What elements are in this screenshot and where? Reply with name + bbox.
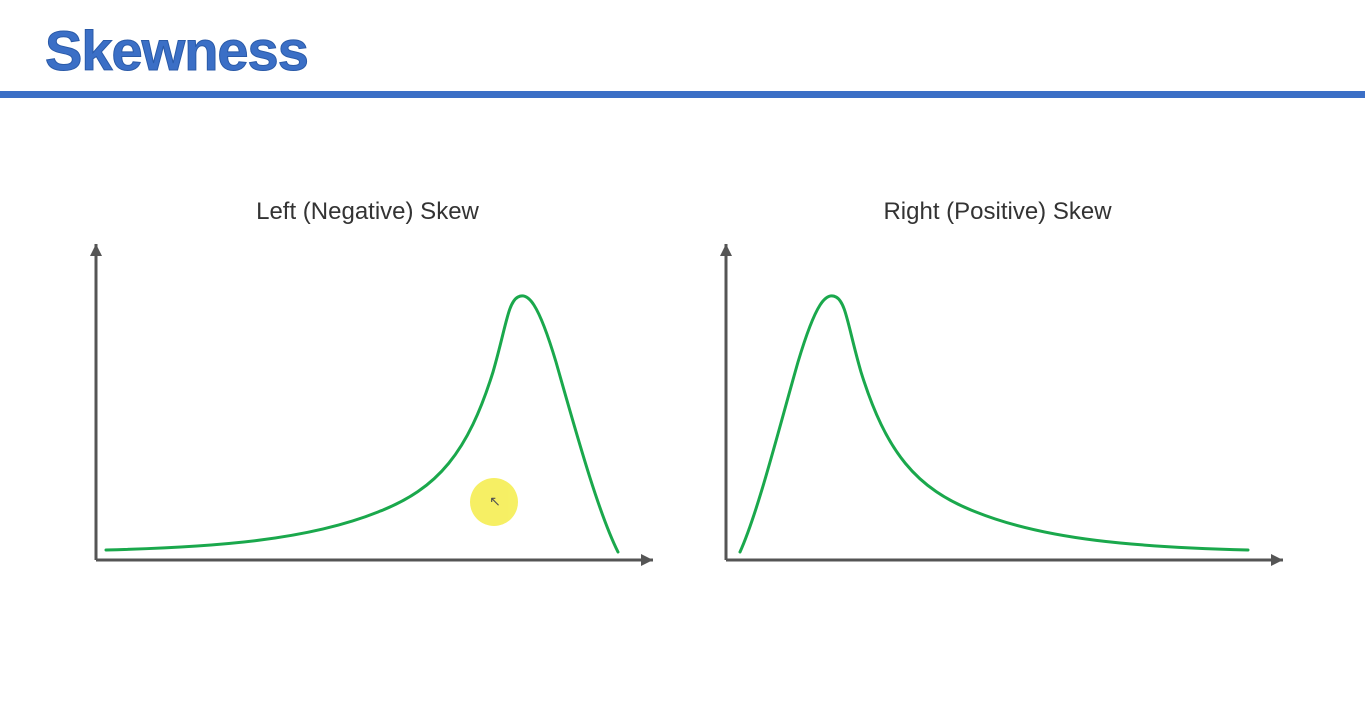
charts-container: Left (Negative) Skew Right (Positive) Sk… xyxy=(0,198,1365,582)
title-divider xyxy=(0,91,1365,98)
left-skew-chart: Left (Negative) Skew xyxy=(78,198,658,582)
left-skew-svg xyxy=(78,242,658,582)
right-skew-svg xyxy=(708,242,1288,582)
right-skew-chart: Right (Positive) Skew xyxy=(708,198,1288,582)
page-title: Skewness xyxy=(0,0,1365,91)
left-chart-title: Left (Negative) Skew xyxy=(256,198,479,226)
right-chart-title: Right (Positive) Skew xyxy=(883,198,1111,226)
